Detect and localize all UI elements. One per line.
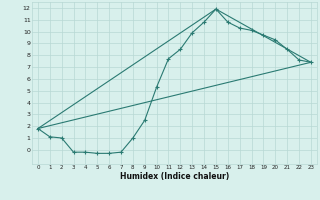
X-axis label: Humidex (Indice chaleur): Humidex (Indice chaleur) — [120, 172, 229, 181]
